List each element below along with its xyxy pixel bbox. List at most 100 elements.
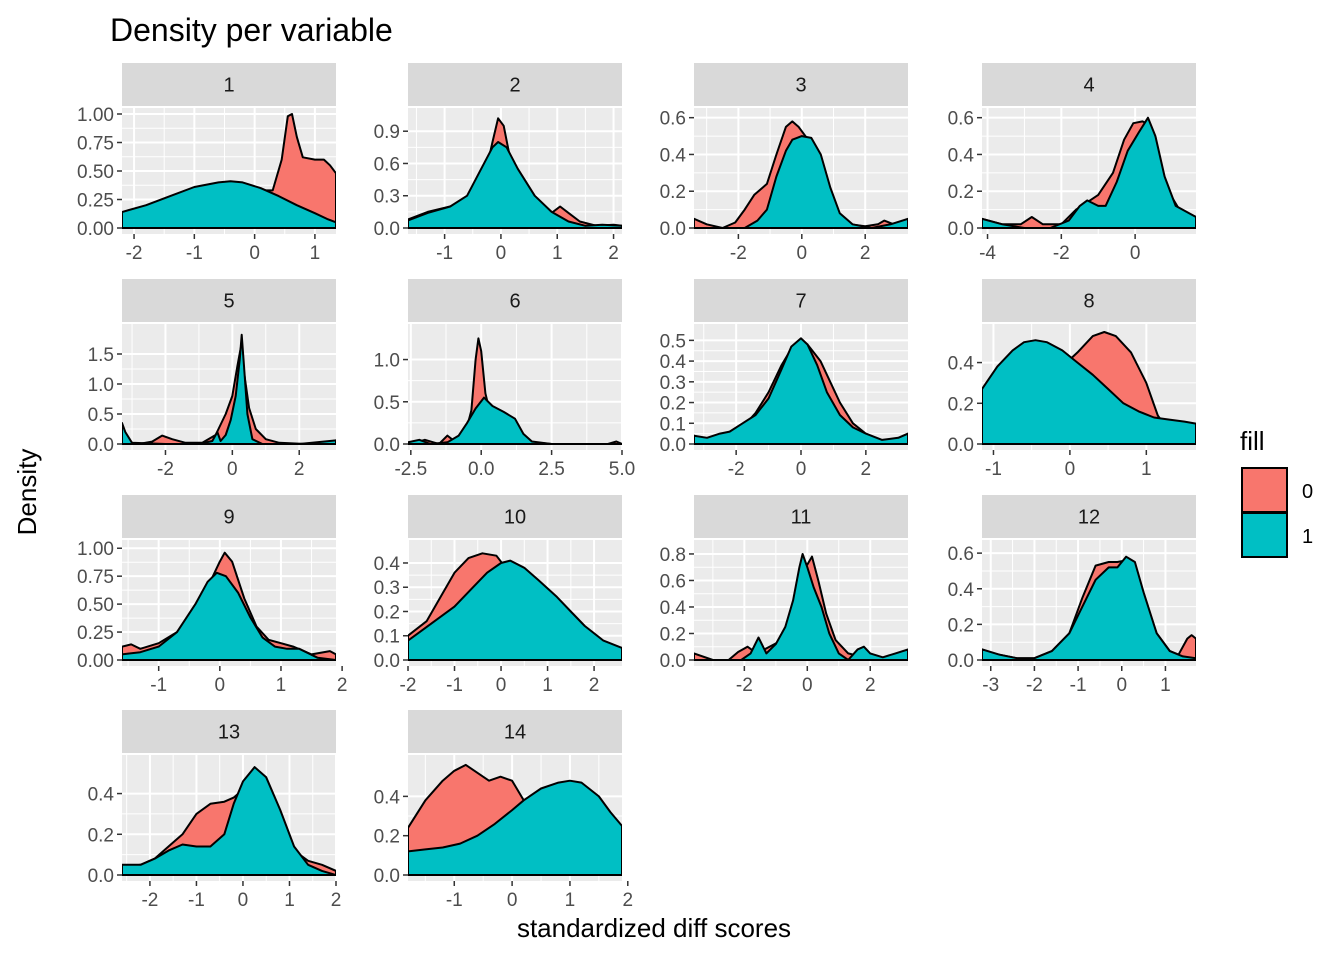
chart-title: Density per variable xyxy=(110,12,393,48)
facet-panel-6: 6 0.0 0.5 1.0 -2.5 0.0 2.5 5.0 xyxy=(374,279,635,480)
facet-strip xyxy=(122,279,336,322)
y-tick-label: 1.00 xyxy=(77,105,114,126)
x-tick-label: 5.0 xyxy=(609,459,635,480)
y-tick-label: 0.6 xyxy=(948,109,974,130)
x-tick-label: 1 xyxy=(276,675,287,696)
density-area-group-1 xyxy=(694,135,908,229)
y-tick-label: 0.75 xyxy=(77,567,114,588)
x-tick-label: 2 xyxy=(589,675,600,696)
facet-strip xyxy=(982,63,1196,106)
y-tick-label: 0.4 xyxy=(660,598,687,619)
facet-panel-9: 9 0.00 0.25 0.50 0.75 1.00 -1 0 1 2 xyxy=(77,495,347,696)
x-tick-label: -4 xyxy=(979,243,996,264)
facet-strip-label: 4 xyxy=(1083,75,1094,97)
y-tick-label: 0.5 xyxy=(374,393,400,414)
x-tick-label: -1 xyxy=(436,243,453,264)
y-tick-label: 0.4 xyxy=(948,145,975,166)
x-tick-label: -2 xyxy=(400,675,417,696)
facet-strip-label: 8 xyxy=(1083,291,1094,313)
facet-panel-10: 10 0.0 0.1 0.2 0.3 0.4 -2 -1 0 1 2 xyxy=(374,495,622,696)
density-area-group-1 xyxy=(694,337,908,445)
density-areas xyxy=(694,337,908,445)
facet-panels: 10.000.250.500.751.00-2 -1 0 120.00.30.60.9… xyxy=(77,63,1196,911)
density-area-group-1 xyxy=(694,553,908,661)
x-tick-label: -2 xyxy=(126,243,143,264)
y-tick-label: 0.50 xyxy=(77,162,114,183)
x-tick-label: 2 xyxy=(622,890,633,911)
facet-strip-label: 12 xyxy=(1078,507,1100,529)
x-tick-label: 2 xyxy=(294,459,305,480)
facet-strip-label: 10 xyxy=(504,507,526,529)
facet-strip xyxy=(408,495,622,538)
x-tick-label: 1 xyxy=(1141,459,1152,480)
y-tick-label: 0.2 xyxy=(374,827,400,848)
facet-panel-11: 11 0.0 0.2 0.4 0.6 0.8 -2 0 2 xyxy=(660,495,908,696)
y-tick-label: 0.1 xyxy=(660,414,686,435)
density-areas xyxy=(982,116,1196,229)
density-areas xyxy=(122,766,336,876)
density-area-group-1 xyxy=(408,779,622,876)
facet-strip-label: 11 xyxy=(791,507,812,529)
y-tick-label: 0.0 xyxy=(88,866,114,887)
y-tick-label: 0.2 xyxy=(660,394,686,415)
x-tick-label: 2 xyxy=(608,243,619,264)
facet-strip xyxy=(408,63,622,106)
x-tick-label: 0 xyxy=(797,243,808,264)
x-tick-label: 0 xyxy=(215,675,226,696)
y-tick-label: 0.3 xyxy=(374,578,400,599)
legend-key-0 xyxy=(1241,467,1288,513)
facet-strip xyxy=(122,710,336,753)
density-area-group-1 xyxy=(122,571,336,661)
x-tick-label: -2 xyxy=(141,890,158,911)
y-tick-label: 0.00 xyxy=(77,651,114,672)
facet-strip-label: 6 xyxy=(509,291,520,313)
y-tick-label: 1.0 xyxy=(374,351,400,372)
y-tick-label: 0.1 xyxy=(374,627,400,648)
x-tick-label: 2 xyxy=(865,675,876,696)
x-tick-label: -1 xyxy=(188,890,205,911)
legend: fill 0 1 xyxy=(1240,426,1313,558)
legend-key-1 xyxy=(1241,512,1288,558)
density-areas xyxy=(408,552,622,661)
facet-strip xyxy=(408,710,622,753)
y-tick-label: 0.50 xyxy=(77,595,114,616)
density-areas xyxy=(982,555,1196,661)
x-tick-label: -1 xyxy=(446,675,463,696)
y-tick-label: 0.0 xyxy=(88,435,114,456)
facet-panel-3: 3 0.0 0.2 0.4 0.6 -2 0 2 xyxy=(660,63,908,264)
x-tick-label: -2 xyxy=(157,459,174,480)
facet-strip xyxy=(694,495,908,538)
facet-strip xyxy=(982,495,1196,538)
density-areas xyxy=(122,551,336,661)
x-tick-label: 0 xyxy=(227,459,238,480)
y-tick-label: 0.9 xyxy=(374,122,400,143)
y-tick-label: 0.0 xyxy=(374,435,400,456)
x-tick-label: 0 xyxy=(802,675,813,696)
y-tick-label: 0.0 xyxy=(948,651,974,672)
x-tick-label: 2.5 xyxy=(538,459,564,480)
density-areas xyxy=(694,553,908,661)
x-tick-label: -1 xyxy=(446,890,463,911)
legend-title: fill xyxy=(1240,426,1265,456)
x-tick-label: -1 xyxy=(186,243,203,264)
density-area-group-1 xyxy=(408,559,622,661)
facet-panel-8: 8 0.0 0.2 0.4 -1 0 1 xyxy=(948,279,1196,480)
facet-strip xyxy=(982,279,1196,322)
x-tick-label: -1 xyxy=(985,459,1002,480)
x-tick-label: 0 xyxy=(507,890,518,911)
facet-strip-label: 14 xyxy=(504,722,526,744)
density-area-group-1 xyxy=(982,555,1196,661)
facet-panel-5: 5 0.0 0.5 1.0 1.5 -2 0 2 xyxy=(88,279,336,480)
y-tick-label: 1.5 xyxy=(88,345,114,366)
x-tick-label: 2 xyxy=(860,243,871,264)
density-area-group-1 xyxy=(982,339,1196,445)
x-tick-label: 2 xyxy=(331,890,342,911)
facet-strip-label: 9 xyxy=(223,507,234,529)
density-areas xyxy=(694,120,908,229)
x-tick-label: -2 xyxy=(1026,675,1043,696)
y-tick-label: 0.0 xyxy=(660,435,686,456)
density-areas xyxy=(408,763,622,876)
x-tick-label: 0 xyxy=(796,459,807,480)
y-tick-label: 0.2 xyxy=(948,615,974,636)
y-tick-label: 0.0 xyxy=(374,651,400,672)
